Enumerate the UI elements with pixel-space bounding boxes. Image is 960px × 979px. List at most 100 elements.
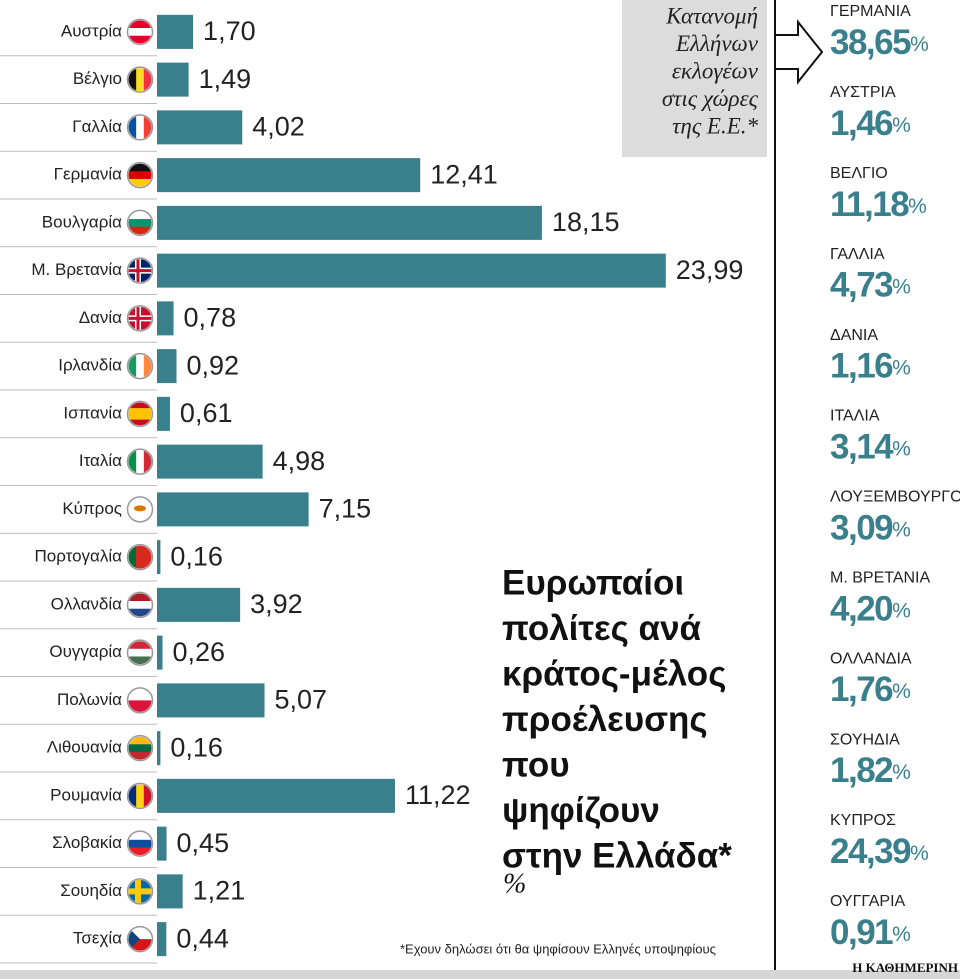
value-label: 18,15 bbox=[552, 207, 620, 237]
category-label: Πορτογαλία bbox=[34, 547, 122, 566]
side-value-unit: % bbox=[892, 680, 911, 703]
flag-part bbox=[128, 316, 152, 320]
flag-part bbox=[128, 751, 152, 760]
side-value-unit: % bbox=[892, 599, 911, 622]
bar bbox=[157, 396, 170, 431]
flag-ring bbox=[126, 18, 154, 46]
side-value: 4,73% bbox=[830, 266, 911, 305]
category-label: Σουηδία bbox=[60, 881, 122, 900]
value-label: 11,22 bbox=[405, 780, 471, 810]
bottom-strip bbox=[0, 970, 960, 979]
side-category: ΛΟΥΞΕΜΒΟΥΡΓΟ bbox=[830, 489, 960, 506]
flag-part bbox=[136, 784, 145, 808]
flag-ring bbox=[126, 925, 154, 953]
flag-part bbox=[128, 832, 152, 841]
flag-part bbox=[128, 656, 152, 665]
flag-part bbox=[128, 847, 152, 856]
flag-ring bbox=[126, 400, 154, 428]
category-label: Ιρλανδία bbox=[58, 356, 122, 375]
flag-part bbox=[128, 688, 152, 701]
flag-part bbox=[143, 354, 152, 378]
bar bbox=[157, 158, 421, 193]
bar bbox=[157, 683, 265, 718]
value-label: 3,92 bbox=[250, 589, 303, 619]
bar bbox=[157, 14, 194, 49]
flag-part bbox=[128, 641, 152, 650]
side-category: ΟΥΓΓΑΡΙΑ bbox=[830, 893, 906, 910]
bar bbox=[157, 778, 395, 813]
flag-ring bbox=[126, 878, 154, 905]
flag bbox=[128, 115, 152, 139]
side-value-number: 1,16 bbox=[830, 347, 893, 386]
flag-part bbox=[143, 115, 152, 139]
flag-ring bbox=[126, 496, 154, 523]
flag-part bbox=[128, 35, 152, 44]
category-label: Τσεχία bbox=[73, 929, 122, 948]
flag bbox=[128, 784, 152, 808]
side-category: Μ. ΒΡΕΤΑΝΙΑ bbox=[830, 570, 930, 587]
flag-part bbox=[128, 889, 152, 893]
bar bbox=[157, 253, 666, 288]
bar bbox=[157, 922, 167, 957]
flag bbox=[128, 259, 152, 283]
category-label: Ρουμανία bbox=[50, 785, 122, 804]
flag bbox=[128, 402, 152, 426]
flag-part bbox=[128, 784, 137, 808]
flag bbox=[128, 20, 152, 44]
flag bbox=[128, 593, 152, 617]
value-label: 0,44 bbox=[176, 923, 229, 953]
bar bbox=[157, 587, 241, 622]
flag-part bbox=[128, 736, 152, 745]
side-value-number: 11,18 bbox=[830, 185, 909, 224]
flag-part bbox=[134, 505, 146, 512]
side-value-unit: % bbox=[892, 761, 911, 784]
flag-ring bbox=[126, 687, 154, 714]
category-label: Βουλγαρία bbox=[42, 212, 122, 231]
side-category: ΟΛΛΑΝΔΙΑ bbox=[830, 650, 912, 667]
side-value-unit: % bbox=[892, 437, 911, 460]
side-title-box bbox=[622, 0, 767, 157]
bar bbox=[157, 635, 163, 670]
flag-part bbox=[128, 163, 152, 172]
side-value: 11,18% bbox=[830, 185, 927, 224]
bar bbox=[157, 540, 161, 575]
side-category: ΓΕΡΜΑΝΙΑ bbox=[830, 3, 911, 20]
flag bbox=[128, 832, 152, 856]
value-label: 1,70 bbox=[203, 16, 256, 46]
flag-part bbox=[143, 545, 152, 569]
bar bbox=[157, 301, 174, 336]
value-label: 0,92 bbox=[187, 350, 240, 380]
category-label: Λιθουανία bbox=[47, 738, 122, 757]
value-label: 0,16 bbox=[170, 732, 223, 762]
side-value-number: 4,73 bbox=[830, 266, 893, 305]
category-label: Ολλανδία bbox=[51, 594, 123, 613]
value-label: 4,02 bbox=[252, 112, 305, 142]
bar bbox=[157, 110, 243, 145]
side-value-unit: % bbox=[892, 518, 911, 541]
flag bbox=[128, 163, 152, 187]
flag-part bbox=[128, 509, 152, 521]
flag-part bbox=[136, 354, 145, 378]
flag-ring bbox=[126, 591, 154, 619]
flag bbox=[128, 688, 152, 712]
category-label: Δανία bbox=[79, 308, 122, 327]
flag-ring bbox=[126, 257, 154, 284]
value-label: 0,61 bbox=[180, 398, 233, 428]
flag-part bbox=[128, 450, 137, 474]
bar bbox=[157, 444, 263, 479]
flag-part bbox=[128, 927, 140, 951]
side-value: 24,39% bbox=[830, 832, 929, 871]
side-category: ΓΑΛΛΙΑ bbox=[830, 246, 885, 263]
flag bbox=[128, 736, 152, 760]
source: Η ΚΑΘΗΜΕΡΙΝΗ bbox=[852, 960, 958, 975]
flag bbox=[128, 211, 152, 235]
side-value: 0,91% bbox=[830, 913, 911, 952]
flag bbox=[128, 306, 152, 330]
flag-part bbox=[128, 408, 152, 415]
flag-part bbox=[136, 879, 140, 903]
flag-part bbox=[136, 545, 145, 569]
flag-ring bbox=[126, 734, 154, 762]
flag bbox=[128, 450, 152, 474]
flag-ring bbox=[126, 209, 154, 237]
category-label: Σλοβακία bbox=[52, 833, 122, 852]
